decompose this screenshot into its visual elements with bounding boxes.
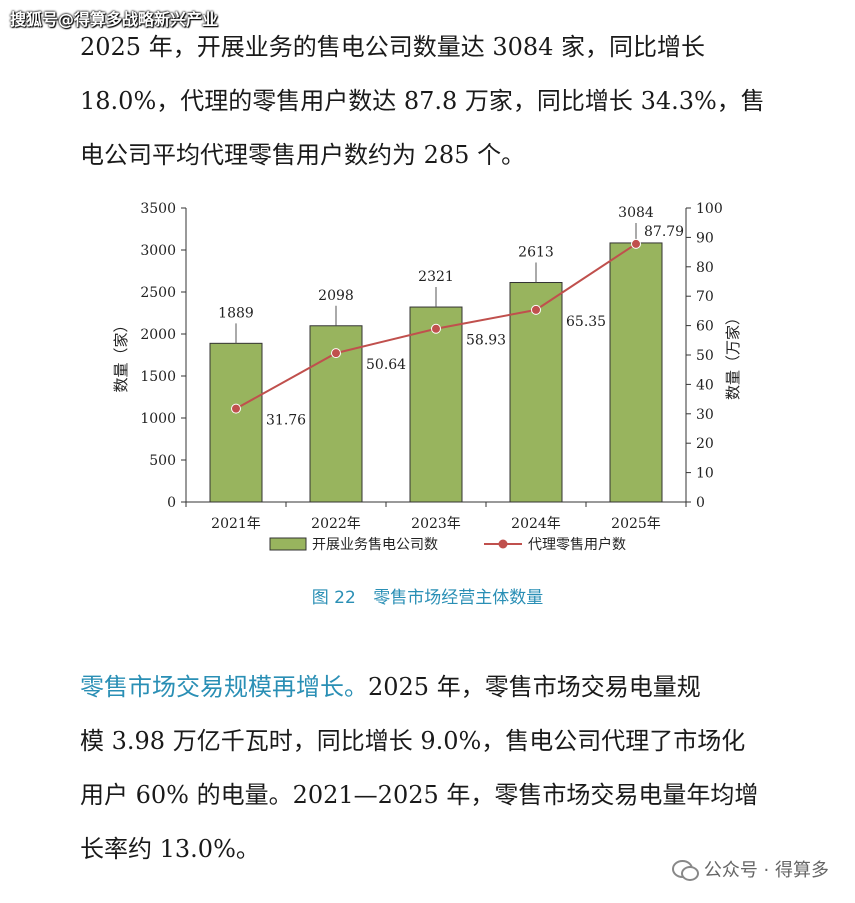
paragraph-lead: 零售市场交易规模再增长。	[80, 673, 368, 701]
left-tick-label: 500	[149, 453, 176, 469]
y-axis-label: 数量（家）	[112, 317, 130, 392]
combo-chart: 0 500 1000 1500 2000 2500 3000 3500 0 10 20 30 40 50 6…	[112, 201, 740, 553]
line-value-label: 87.79	[644, 224, 684, 240]
right-tick-label: 100	[696, 201, 723, 217]
legend-bar-swatch	[269, 537, 307, 551]
line-point	[531, 304, 541, 315]
left-tick-label: 1500	[140, 369, 176, 385]
right-tick-label: 30	[696, 407, 714, 423]
paragraph-line-first: 零售市场交易规模再增长。2025 年，零售市场交易电量规	[80, 660, 780, 714]
line-value-label: 31.76	[266, 413, 306, 429]
line-point	[231, 403, 241, 414]
category-label: 2021年	[211, 516, 261, 532]
paragraph-2: 零售市场交易规模再增长。2025 年，零售市场交易电量规 模 3.98 万亿千瓦…	[80, 660, 780, 876]
line-value-label: 50.64	[366, 357, 406, 373]
legend-line-label: 代理零售用户数	[528, 536, 626, 553]
bar	[509, 282, 563, 503]
line-value-label: 58.93	[466, 333, 506, 349]
legend-line-marker	[498, 539, 508, 549]
left-tick-label: 3000	[140, 243, 176, 259]
figure-number: 图 22	[311, 588, 356, 608]
category-label: 2023年	[411, 516, 461, 532]
y2-axis-label: 数量（万家）	[724, 310, 740, 400]
legend-bar-label: 开展业务售电公司数	[312, 537, 438, 553]
watermark-bottom: 公众号 · 得算多	[671, 856, 829, 882]
bar-value-label: 2613	[518, 245, 554, 261]
paragraph-line: 2025 年，开展业务的售电公司数量达 3084 家，同比增长	[80, 33, 706, 61]
paragraph-line: 2025 年，零售市场交易电量规	[368, 673, 701, 701]
line-point	[631, 238, 641, 249]
bar	[609, 242, 663, 503]
paragraph-line: 长率约 13.0%。	[80, 835, 260, 863]
watermark-bottom-text: 公众号 · 得算多	[703, 860, 829, 881]
bar-value-label: 3084	[618, 205, 654, 221]
paragraph-line: 18.0%，代理的零售用户数达 87.8 万家，同比增长 34.3%，售	[80, 87, 765, 115]
paragraph-line: 模 3.98 万亿千瓦时，同比增长 9.0%，售电公司代理了市场化	[80, 727, 746, 755]
right-tick-label: 80	[696, 260, 714, 276]
right-tick-label: 10	[696, 466, 714, 482]
watermark-top: 搜狐号@得算多战略新兴产业	[10, 10, 219, 29]
right-tick-label: 50	[696, 348, 714, 364]
bar-value-label: 1889	[218, 305, 254, 321]
left-tick-label: 1000	[140, 411, 176, 427]
right-tick-label: 0	[696, 495, 705, 511]
line-value-label: 65.35	[566, 314, 606, 330]
figure-caption: 图 22 零售市场经营主体数量	[0, 583, 855, 608]
right-tick-label: 20	[696, 436, 714, 452]
category-label: 2024年	[511, 516, 561, 532]
right-tick-label: 60	[696, 319, 714, 335]
category-label: 2025年	[611, 516, 661, 532]
line-point	[431, 323, 441, 334]
paragraph-1: 2025 年，开展业务的售电公司数量达 3084 家，同比增长 18.0%，代理…	[80, 20, 780, 182]
right-tick-label: 90	[696, 230, 714, 246]
bar	[409, 306, 463, 503]
bar-value-label: 2098	[318, 288, 354, 304]
category-label: 2022年	[311, 516, 361, 532]
wechat-icon	[671, 858, 699, 881]
figure-title: 零售市场经营主体数量	[373, 588, 544, 608]
left-tick-label: 2000	[140, 327, 176, 343]
paragraph-line: 电公司平均代理零售用户数约为 285 个。	[80, 141, 526, 169]
bar	[209, 342, 263, 503]
right-tick-label: 70	[696, 289, 714, 305]
left-tick-label: 3500	[140, 201, 176, 217]
bar-value-label: 2321	[418, 269, 454, 285]
left-tick-label: 0	[167, 495, 176, 511]
line-point	[331, 348, 341, 359]
paragraph-line: 用户 60% 的电量。2021—2025 年，零售市场交易电量年均增	[80, 781, 759, 809]
right-tick-label: 40	[696, 377, 714, 393]
left-tick-label: 2500	[140, 285, 176, 301]
